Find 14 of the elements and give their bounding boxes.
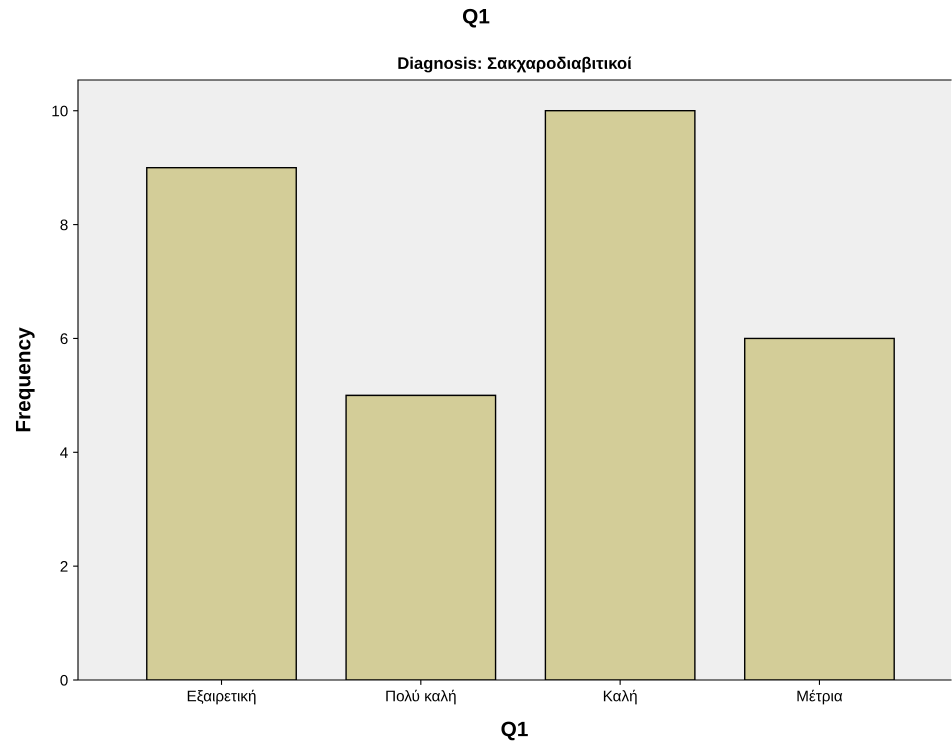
x-tick-label: Καλή [604, 690, 637, 704]
y-tick-label: 0 [60, 674, 68, 686]
y-tick-label: 4 [60, 447, 68, 458]
x-tick-label: Μέτρια [797, 690, 842, 704]
y-tick-label: 6 [60, 333, 68, 344]
x-tick-label: Πολύ καλή [386, 690, 456, 704]
x-axis-title: Q1 [501, 722, 528, 740]
chart-subtitle: Diagnosis: Σακχαροδιαβιτικοί [398, 56, 632, 72]
chart-title: Q1 [462, 8, 490, 28]
y-tick-label: 10 [52, 106, 68, 116]
y-tick-label: 2 [60, 561, 68, 572]
y-tick-label: 8 [60, 219, 68, 230]
x-tick-label: Εξαιρετική [188, 690, 256, 704]
y-axis-title: Frequency [16, 327, 35, 432]
